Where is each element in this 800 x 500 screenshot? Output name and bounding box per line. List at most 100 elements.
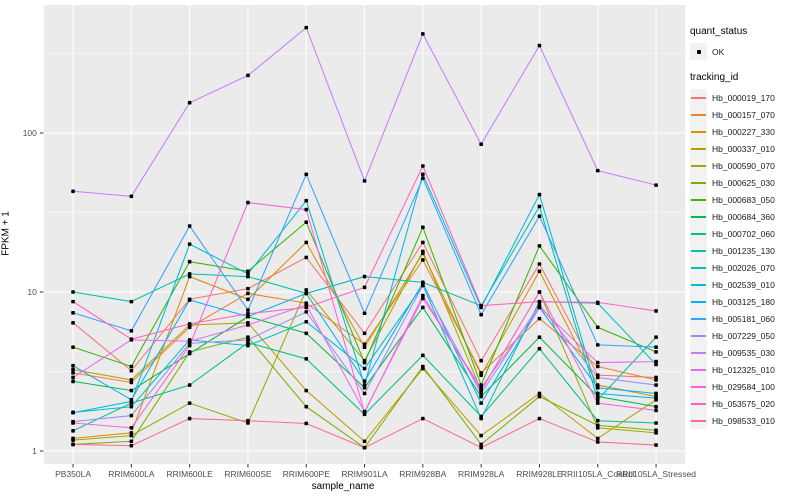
legend-swatch-line	[691, 97, 706, 99]
data-point	[537, 43, 542, 48]
data-point	[479, 391, 483, 396]
legend-swatch-line	[691, 352, 706, 354]
data-point	[595, 325, 600, 330]
data-point	[595, 300, 600, 305]
data-point	[246, 297, 250, 302]
data-point	[129, 404, 134, 409]
data-point	[71, 379, 75, 384]
data-point	[595, 364, 600, 369]
data-point	[71, 371, 75, 375]
data-point	[362, 366, 367, 371]
legend-label: Hb_000684_360	[712, 211, 775, 222]
x-axis-tick-label: RRIM901LA	[341, 469, 388, 479]
data-point	[421, 164, 425, 168]
y-axis-title: FPKM + 1	[0, 211, 12, 256]
legend-swatch-line	[691, 369, 706, 371]
legend-key	[690, 174, 707, 191]
legend-entry: Hb_003125_180	[690, 293, 800, 310]
legend-key	[690, 293, 707, 310]
data-point	[187, 339, 192, 344]
legend-key	[690, 412, 707, 429]
data-point	[304, 240, 309, 245]
legend-swatch-line	[691, 216, 706, 218]
data-point	[595, 383, 600, 387]
legend-entry: Hb_053575_020	[690, 395, 800, 412]
data-point	[187, 322, 192, 326]
data-point	[246, 308, 250, 312]
data-point	[479, 388, 483, 393]
legend-label: Hb_000590_070	[712, 160, 775, 171]
data-point	[71, 189, 75, 194]
legend-key	[690, 276, 707, 293]
legend-swatch-line	[691, 420, 706, 422]
data-point	[595, 343, 600, 347]
legend-key	[690, 259, 707, 276]
x-axis-tick-label: RRIM928LA	[458, 469, 505, 479]
data-point	[362, 311, 367, 316]
data-point	[71, 299, 75, 304]
data-point	[654, 345, 658, 349]
data-point	[421, 249, 425, 254]
legend-key	[690, 140, 707, 157]
data-point	[246, 314, 250, 319]
data-point	[654, 408, 658, 413]
data-point	[187, 383, 192, 387]
legend-key	[690, 327, 707, 344]
x-axis-tick-label: RRIM600SE	[224, 469, 272, 479]
data-point	[304, 305, 309, 310]
data-point	[129, 364, 134, 369]
data-point	[129, 299, 134, 304]
legend-key	[690, 344, 707, 361]
x-axis-title: sample_name	[311, 481, 375, 492]
legend-label: Hb_000337_010	[712, 143, 775, 154]
data-point	[246, 291, 250, 296]
data-point	[595, 168, 600, 173]
data-point	[595, 394, 600, 399]
x-axis-tick-label: RRIM928LE	[516, 469, 563, 479]
legend-label: Hb_000702_060	[712, 228, 775, 239]
legend-swatch-line	[691, 301, 706, 303]
legend-entry: Hb_005181_060	[690, 310, 800, 327]
data-point	[537, 299, 542, 304]
data-point	[421, 258, 425, 262]
data-point	[595, 418, 600, 423]
data-point	[187, 298, 192, 302]
data-point	[362, 345, 367, 349]
legend-tracking-title: tracking_id	[690, 72, 739, 83]
data-point	[304, 172, 309, 177]
data-point	[479, 416, 483, 421]
data-point	[362, 179, 367, 183]
legend: quant_status OK tracking_id Hb_000019_17…	[690, 26, 800, 429]
data-point	[595, 440, 600, 444]
legend-label: Hb_002539_010	[712, 279, 775, 290]
legend-entry: Hb_002539_010	[690, 276, 800, 293]
legend-label: Hb_009535_030	[712, 347, 775, 358]
legend-key-quant	[690, 43, 707, 60]
data-point	[187, 343, 192, 348]
legend-key	[690, 123, 707, 140]
data-point	[71, 410, 75, 415]
data-point	[362, 445, 367, 450]
data-point	[187, 416, 192, 421]
data-point	[595, 391, 600, 396]
legend-entry: Hb_000702_060	[690, 225, 800, 242]
data-point	[129, 439, 134, 444]
legend-swatch-line	[691, 131, 706, 133]
legend-label-quant: OK	[712, 46, 725, 57]
data-point	[129, 425, 134, 430]
data-point	[479, 442, 483, 447]
data-point	[362, 274, 367, 279]
data-point	[537, 262, 542, 266]
legend-tracking-id: tracking_id Hb_000019_170 Hb_000157_070 Hb…	[690, 72, 800, 429]
data-point	[654, 421, 658, 425]
legend-swatch-line	[691, 233, 706, 235]
legend-label: Hb_029584_100	[712, 381, 775, 392]
data-point	[479, 312, 483, 317]
data-point	[654, 359, 658, 364]
data-point	[595, 436, 600, 441]
legend-key	[690, 395, 707, 412]
data-point	[304, 25, 309, 30]
data-point	[479, 433, 483, 438]
legend-label: Hb_012325_010	[712, 364, 775, 375]
data-point	[595, 375, 600, 380]
